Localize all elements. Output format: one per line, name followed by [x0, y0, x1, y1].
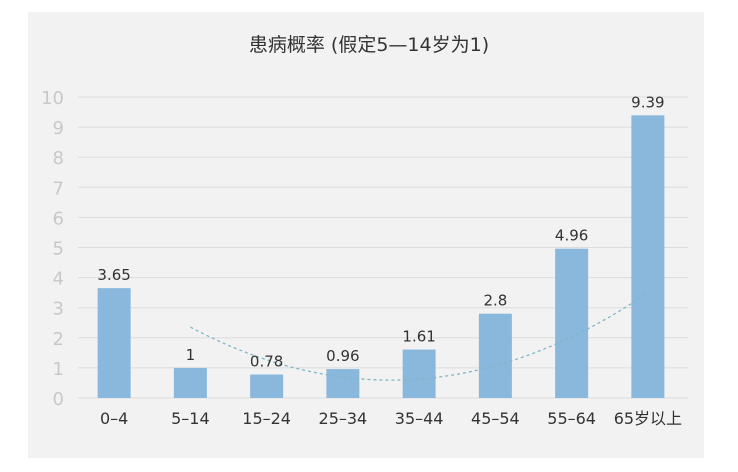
data-labels: 3.65 1 0.78 0.96 1.61 2.8 4.96 9.39: [97, 93, 664, 370]
y-tick-label: 9: [53, 118, 64, 139]
x-tick-label: 15–24: [242, 409, 291, 428]
data-label: 9.39: [631, 93, 664, 111]
y-tick-label: 2: [53, 329, 64, 350]
x-tick-label: 45–54: [471, 409, 520, 428]
data-label: 4.96: [555, 227, 588, 245]
bar: [250, 374, 284, 398]
chart-title: 患病概率 (假定5—14岁为1): [248, 34, 490, 56]
data-label: 0.78: [250, 353, 283, 371]
bars: [97, 115, 665, 399]
x-tick-label: 55–64: [547, 409, 596, 428]
bar: [555, 248, 589, 398]
data-label: 3.65: [97, 266, 130, 284]
y-tick-label: 10: [41, 88, 64, 109]
data-label: 1: [186, 346, 196, 364]
bar: [97, 288, 131, 398]
y-tick-label: 4: [53, 269, 64, 290]
chart-card: [28, 12, 704, 458]
x-tick-label: 0–4: [100, 409, 128, 428]
y-tick-label: 0: [53, 389, 64, 410]
bar: [402, 349, 436, 398]
data-label: 2.8: [483, 292, 507, 310]
x-tick-label: 25–34: [319, 409, 368, 428]
y-tick-label: 3: [53, 299, 64, 320]
y-axis: 0 1 2 3 4 5 6 7 8 9 10: [41, 88, 64, 410]
trendline: [190, 292, 649, 381]
y-tick-label: 1: [53, 359, 64, 380]
x-axis: 0–4 5–14 15–24 25–34 35–44 45–54 55–64 65岁以上: [100, 409, 682, 428]
y-tick-label: 5: [53, 239, 64, 260]
x-tick-label: 65岁以上: [614, 409, 682, 428]
gridlines: [78, 96, 688, 399]
data-label: 1.61: [402, 328, 435, 346]
x-tick-label: 5–14: [171, 409, 210, 428]
bar: [478, 313, 512, 398]
x-tick-label: 35–44: [395, 409, 444, 428]
y-tick-label: 6: [53, 208, 64, 229]
y-tick-label: 8: [53, 148, 64, 169]
y-tick-label: 7: [53, 178, 64, 199]
bar: [631, 115, 665, 399]
data-label: 0.96: [326, 347, 359, 365]
bar: [173, 367, 207, 398]
bar: [326, 369, 360, 398]
trendline-path: [190, 292, 649, 381]
